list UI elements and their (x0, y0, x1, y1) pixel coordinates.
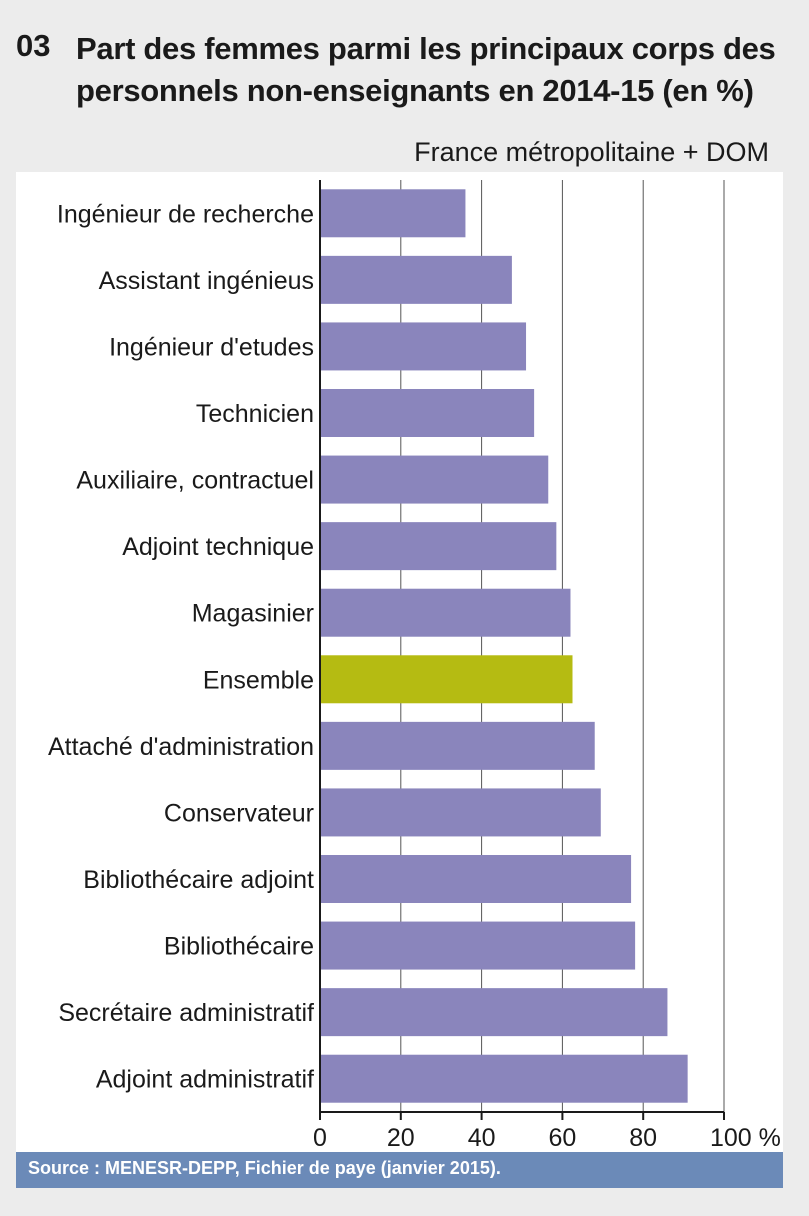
category-label: Attaché d'administration (48, 733, 314, 761)
bar (320, 189, 466, 238)
x-tick-label: 20 (387, 1124, 415, 1152)
category-label: Ingénieur d'etudes (109, 333, 314, 361)
x-tick-label: 0 (313, 1124, 327, 1152)
chart-subtitle: France métropolitaine + DOM (414, 137, 769, 167)
source-note: Source : MENESR-DEPP, Fichier de paye (j… (28, 1158, 501, 1178)
x-tick-label: 40 (468, 1124, 496, 1152)
category-label: Conservateur (164, 799, 314, 827)
category-label: Bibliothécaire adjoint (83, 866, 314, 894)
bar (320, 855, 632, 903)
bar-chart: Ingénieur de recherche Assistant ingénieu… (48, 180, 781, 1152)
chart-title: Part des femmes parmi les principaux cor… (76, 31, 776, 108)
category-label: Technicien (196, 400, 314, 428)
bar (320, 522, 557, 571)
bar (320, 788, 601, 837)
category-label: Assistant ingénieus (99, 267, 314, 295)
category-label: Adjoint technique (122, 533, 314, 561)
bar (320, 588, 571, 637)
x-tick-label: 80 (629, 1124, 657, 1152)
chart-panel: Ingénieur de recherche Assistant ingénieu… (16, 172, 783, 1152)
bar (320, 322, 527, 371)
category-label: Ingénieur de recherche (57, 200, 314, 228)
bar (320, 721, 595, 770)
bar (320, 921, 636, 970)
source-bar: Source : MENESR-DEPP, Fichier de paye (j… (16, 1152, 783, 1188)
bar (320, 255, 512, 304)
x-tick-label: 60 (548, 1124, 576, 1152)
figure-number: 03 (16, 28, 51, 63)
bar-highlight (320, 655, 573, 704)
category-label: Adjoint administratif (96, 1066, 314, 1094)
category-label: Auxiliaire, contractuel (76, 467, 314, 495)
category-label: Secrétaire administratif (58, 999, 314, 1027)
bar (320, 389, 535, 437)
category-label: Ensemble (203, 666, 314, 694)
category-label: Magasinier (192, 600, 314, 628)
bar (320, 1054, 688, 1103)
x-tick-label: 100 % (710, 1124, 781, 1152)
bar (320, 988, 668, 1037)
category-label: Bibliothécaire (164, 933, 314, 961)
bar (320, 455, 549, 504)
